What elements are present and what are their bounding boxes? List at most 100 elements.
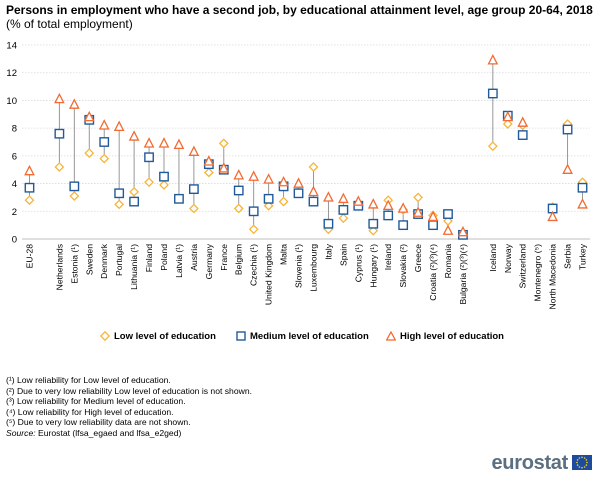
x-tick-label: Hungary (¹) (368, 244, 378, 288)
low-education-marker (159, 180, 169, 190)
low-education-marker (263, 200, 274, 211)
chart-unit: (% of total employment) (6, 17, 133, 31)
high-education-marker (54, 92, 65, 104)
high-education-marker (517, 116, 529, 127)
x-tick-label: Austria (189, 244, 199, 271)
x-tick-label: Estonia (¹) (69, 244, 79, 284)
chart-title: Persons in employment who have a second … (6, 3, 596, 31)
low-education-marker (114, 199, 125, 210)
x-tick-label: Serbia (563, 244, 573, 269)
low-education-marker (502, 119, 513, 129)
x-tick-label: Lithuania (¹) (129, 244, 139, 290)
x-tick-label: Czechia (¹) (249, 244, 259, 286)
x-tick-label: EU-28 (24, 244, 34, 269)
source-line: Source: Eurostat (lfsa_egaed and lfsa_e2… (6, 428, 252, 439)
high-education-marker (338, 192, 349, 204)
y-tick-label: 0 (12, 235, 17, 246)
legend-label-medium: Medium level of education (250, 331, 369, 342)
eu-flag-icon (572, 455, 592, 470)
high-education-marker (293, 177, 304, 188)
medium-education-marker (174, 193, 184, 204)
high-education-marker (487, 54, 499, 65)
medium-education-marker (577, 182, 588, 193)
high-education-marker (442, 224, 454, 235)
high-education-marker (143, 137, 155, 148)
x-tick-label: North Macedonia (548, 244, 558, 310)
x-tick-label: United Kingdom (264, 244, 274, 305)
x-tick-label: Greece (413, 244, 423, 272)
y-tick-label: 10 (6, 96, 17, 107)
y-tick-label: 8 (12, 124, 17, 135)
y-tick-label: 12 (6, 68, 17, 79)
high-education-marker (83, 110, 95, 122)
high-education-marker (98, 119, 110, 130)
legend-item-low: Low level of education (99, 331, 216, 342)
high-education-marker (547, 210, 558, 222)
legend-item-medium: Medium level of education (236, 331, 369, 342)
medium-education-marker (99, 137, 110, 147)
high-education-marker (128, 130, 140, 141)
low-education-marker (248, 224, 259, 235)
high-education-marker (412, 206, 424, 217)
x-tick-label: Slovenia (¹) (294, 244, 304, 288)
logo-wordmark: eurostat (491, 452, 568, 474)
high-education-marker (24, 164, 35, 176)
high-education-marker (427, 210, 439, 222)
high-education-marker (457, 225, 469, 237)
footnote-5: (⁵) Due to very low reliability data are… (6, 417, 191, 428)
low-education-marker (278, 196, 289, 207)
x-axis-category-labels: EU-28 Netherlands Estonia (¹) Sweden Denmark… (24, 243, 587, 309)
x-tick-label: Norway (503, 243, 513, 273)
medium-education-marker (308, 196, 319, 207)
x-tick-label: Netherlands (54, 244, 64, 290)
x-tick-label: Romania (443, 244, 453, 279)
medium-education-marker (487, 88, 498, 99)
x-tick-label: Finland (144, 244, 154, 272)
medium-education-marker (114, 188, 125, 199)
high-education-marker (502, 110, 514, 122)
x-tick-label: Croatia (²)(³)(⁴) (428, 244, 438, 301)
medium-education-marker (517, 130, 528, 140)
low-education-marker (84, 148, 95, 159)
medium-education-marker (443, 209, 453, 219)
x-tick-label: France (219, 244, 229, 271)
low-education-marker (99, 153, 110, 164)
medium-education-marker (428, 220, 438, 231)
legend-diamond-icon (99, 331, 111, 342)
high-education-marker (278, 175, 289, 187)
eurostat-logo: eurostat (472, 452, 592, 474)
medium-education-marker (398, 220, 409, 231)
legend-square-icon (236, 331, 246, 342)
footnote-2: (²) Due to very low reliability Low leve… (6, 385, 252, 396)
y-tick-label: 4 (12, 179, 17, 190)
x-tick-label: Cyprus (¹) (353, 244, 363, 282)
high-education-marker (233, 169, 245, 180)
x-tick-label: Spain (338, 244, 348, 266)
y-tick-label: 14 (6, 41, 17, 52)
medium-education-marker (129, 196, 140, 207)
medium-education-marker (383, 210, 394, 221)
x-tick-label: Montenegro (⁵) (533, 244, 543, 302)
high-education-marker (352, 195, 364, 206)
legend-item-high: High level of education (385, 331, 504, 342)
x-tick-label: Belgium (234, 244, 244, 275)
x-tick-label: Slovakia (²) (398, 244, 408, 288)
medium-education-marker (263, 193, 274, 204)
source-label: Source: (6, 427, 36, 438)
medium-education-marker (338, 204, 349, 215)
x-tick-label: Iceland (488, 244, 498, 272)
medium-education-marker (293, 188, 304, 199)
high-education-marker (382, 199, 394, 210)
x-tick-label: Luxembourg (308, 244, 318, 292)
high-education-marker (218, 162, 230, 173)
medium-education-marker (233, 185, 244, 196)
x-tick-label: Latvia (¹) (174, 244, 184, 278)
y-tick-label: 6 (12, 151, 17, 162)
low-education-marker (24, 195, 35, 206)
medium-education-marker (159, 171, 169, 182)
x-tick-label: Sweden (84, 244, 94, 275)
x-tick-label: Malta (279, 244, 289, 265)
footnotes: (¹) Low reliability for Low level of edu… (6, 375, 252, 439)
medium-education-marker (562, 124, 573, 135)
high-education-marker (562, 163, 573, 174)
